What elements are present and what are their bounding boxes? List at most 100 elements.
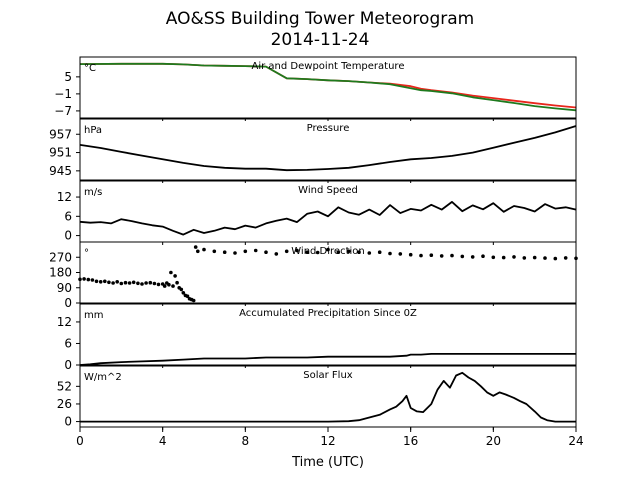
panel-3-point-65	[481, 254, 485, 258]
panel-3-point-49	[315, 250, 320, 255]
panel-3-point-67	[501, 255, 506, 260]
panel-3-point-12	[127, 281, 132, 285]
panel-3-point-55	[377, 250, 382, 254]
panel-4-ytick-label-0: 12	[57, 315, 72, 329]
panel-3-point-27	[175, 280, 179, 285]
panel-3-point-23	[167, 282, 171, 287]
panel-4-unit: mm	[84, 310, 103, 321]
panels: 5−1−7°C Air and Dewpoint Temperature95795…	[49, 56, 578, 430]
panel-3-point-19	[156, 282, 161, 287]
panel-3-point-44	[264, 250, 268, 254]
panel-3-point-9	[115, 280, 119, 284]
panel-3-point-29	[179, 287, 184, 292]
panel-3-point-70	[532, 255, 537, 260]
panel-0: 5 −1 −7 °C Air and Dewpoint Temperature	[54, 56, 577, 121]
panel-3-point-61	[439, 254, 444, 258]
panel-2-series-0	[79, 200, 577, 236]
panel-3-point-47	[295, 248, 299, 253]
panel-3-point-32	[185, 294, 190, 299]
panel-3-point-7	[107, 280, 111, 285]
panel-3-point-26	[173, 274, 177, 278]
panel-1-unit: hPa	[84, 125, 102, 136]
panel-3-point-41	[233, 251, 237, 255]
panel-3-point-35	[191, 298, 196, 303]
x-axis: 0 4 8 12 16 20 24	[76, 427, 584, 448]
panel-3-point-45	[274, 252, 279, 256]
panel-3-point-17	[148, 280, 153, 285]
panel-2-title: Wind Speed	[298, 185, 358, 196]
panel-4-title: Accumulated Precipitation Since 0Z	[239, 308, 417, 319]
panel-3-ytick-label-2: 90	[57, 281, 72, 295]
panel-3-point-6	[103, 279, 107, 284]
panel-5-series-0	[80, 371, 576, 423]
panel-3-point-10	[119, 281, 124, 286]
panel-0-ytick-label-0: 5	[64, 70, 72, 84]
panel-3-point-64	[470, 255, 475, 259]
panel-1-ytick-label-2: 945	[49, 164, 72, 178]
panel-4: 12 6 0 mm Accumulated Precipitation Since 0Z	[57, 303, 577, 372]
x-tick-label-6: 24	[568, 434, 583, 448]
x-axis-label: Time (UTC)	[291, 455, 364, 470]
panel-3-point-14	[136, 281, 140, 286]
x-tick-label-1: 4	[159, 434, 167, 448]
panel-5-ytick-label-1: 26	[57, 397, 72, 411]
panel-3-point-15	[140, 282, 144, 286]
panel-3-ytick-label-1: 180	[49, 266, 72, 280]
panel-0-title: Air and Dewpoint Temperature	[252, 61, 405, 72]
panel-3-point-51	[336, 250, 341, 254]
panel-3-point-52	[346, 249, 351, 254]
panel-1: 957 951 945 hPa Pressure	[49, 118, 577, 183]
panel-2-ytick-label-2: 0	[64, 229, 72, 243]
x-tick-label-2: 8	[242, 434, 250, 448]
panel-3-point-53	[357, 250, 361, 254]
panel-1-series-0	[79, 125, 577, 172]
panel-3-point-73	[563, 256, 568, 260]
panel-3-point-2	[86, 277, 91, 282]
panel-5-unit: W/m^2	[84, 372, 122, 383]
panel-0-series-1	[79, 62, 577, 112]
panel-2-unit: m/s	[84, 187, 102, 198]
panel-3-point-60	[429, 253, 434, 257]
panel-3-point-68	[512, 255, 516, 259]
panel-5-ytick-label-0: 52	[57, 379, 72, 393]
panel-3-point-71	[543, 256, 547, 260]
panel-3-point-48	[305, 250, 310, 254]
panel-3-point-43	[253, 248, 258, 253]
x-tick-label-3: 12	[320, 434, 335, 448]
panel-3-point-63	[460, 254, 465, 259]
panel-3-point-21	[162, 284, 167, 288]
panel-3-title: Wind Direction	[291, 246, 365, 257]
panel-5-title: Solar Flux	[303, 370, 353, 381]
panel-3-point-42	[243, 249, 248, 254]
panel-3-point-16	[144, 281, 148, 285]
chart-title: AO&SS Building Tower Meteorogram	[166, 9, 474, 29]
panel-5-ytick-label-2: 0	[64, 415, 72, 429]
panel-3-point-54	[367, 251, 372, 255]
panel-3-point-46	[284, 249, 289, 254]
panel-3-ytick-label-3: 0	[64, 296, 72, 310]
panel-4-ytick-label-1: 6	[64, 336, 72, 350]
panel-3-unit: °	[84, 248, 89, 259]
panel-3-point-8	[111, 281, 115, 285]
panel-3-point-13	[131, 280, 136, 285]
panel-3-point-3	[90, 278, 95, 282]
panel-3-point-38	[202, 247, 206, 252]
panel-0-ytick-label-1: −1	[54, 87, 72, 101]
panel-1-ytick-label-0: 957	[49, 127, 72, 141]
panel-3-point-30	[181, 291, 186, 295]
panel-3-point-59	[419, 253, 423, 258]
panel-3-point-50	[326, 247, 330, 252]
panel-2-ytick-label-0: 12	[57, 190, 72, 204]
panel-3-point-72	[553, 256, 558, 261]
panel-3-point-11	[123, 280, 128, 285]
panel-3-ytick-label-0: 270	[49, 250, 72, 264]
panel-3-point-24	[169, 270, 173, 275]
panel-1-title: Pressure	[307, 123, 350, 134]
panel-3-point-57	[398, 252, 403, 256]
panel-0-ytick-label-2: −7	[54, 104, 72, 118]
panel-4-series-0	[79, 352, 576, 366]
panel-3-point-66	[491, 255, 496, 260]
panel-3-point-5	[98, 280, 103, 284]
